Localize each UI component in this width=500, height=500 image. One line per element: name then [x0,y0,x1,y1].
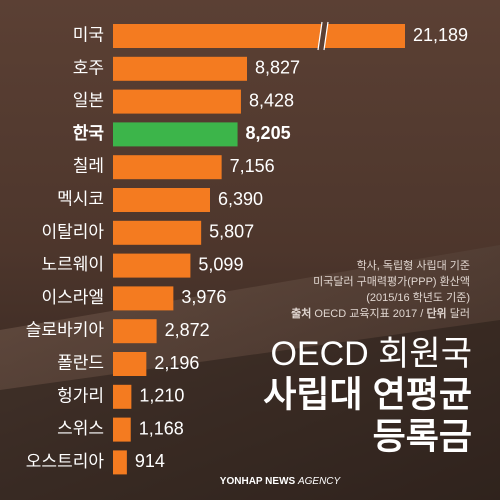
value-label: 1,210 [139,386,184,406]
title-line: 등록금 [373,416,472,457]
axis-break-line [323,21,329,51]
category-label: 멕시코 [57,189,104,208]
value-label: 7,156 [230,156,275,176]
value-label: 6,390 [218,189,263,209]
category-label: 이탈리아 [41,222,104,241]
axis-break [318,22,328,50]
category-label: 오스트리아 [26,452,105,471]
credit-bold: YONHAP NEWS [220,476,296,487]
value-label: 2,872 [165,320,210,340]
note: (2015/16 학년도 기준) [366,291,470,304]
bar [113,188,211,212]
category-label: 미국 [73,25,104,44]
axis-break-line [317,21,323,51]
credit: YONHAP NEWS AGENCY [220,476,342,487]
bar [113,384,132,409]
unit-label: 단위 [426,306,446,320]
category-label: 슬로바키아 [26,321,105,340]
note: 미국달러 구매력평가(PPP) 환산액 [313,275,470,288]
value-label: 914 [135,451,165,471]
title-line: 사립대 연평균 [263,374,472,415]
value-label: 2,196 [154,353,199,373]
category-label: 한국 [73,124,105,143]
bar [113,220,202,245]
credit-rest: AGENCY [297,476,342,487]
bar [113,352,147,376]
value-label: 8,827 [255,58,300,78]
note: 학사, 독립형 사립대 기준 [357,259,470,272]
category-label: 이스라엘 [41,288,104,307]
source-label: 출처 [291,306,311,320]
bar [113,417,131,442]
bar [113,253,191,278]
bar [113,122,238,147]
value-label: 8,205 [246,123,291,143]
bar [113,319,157,344]
value-label: 8,428 [249,90,294,110]
bar [113,155,222,180]
category-label: 폴란드 [57,353,104,372]
value-label: 1,168 [139,418,184,438]
category-label: 헝가리 [57,386,104,405]
bar [113,89,241,114]
source: OECD 교육지표 2017 / [314,307,424,320]
value-label: 5,099 [198,254,243,274]
category-label: 노르웨이 [41,255,104,274]
value-label: 3,976 [181,287,226,307]
bar [113,450,127,475]
category-label: 스위스 [57,419,104,438]
bar [113,56,247,81]
unit: 달러 [450,307,470,320]
bar [113,286,174,311]
title-line: OECD 회원국 [270,335,472,373]
category-label: 호주 [73,58,104,77]
source-note: 출처 OECD 교육지표 2017 / 단위 달러 [291,306,470,320]
category-label: 일본 [73,91,104,110]
bar [113,24,405,48]
value-label: 21,189 [413,25,468,45]
category-label: 칠레 [73,157,104,176]
value-label: 5,807 [209,222,254,242]
